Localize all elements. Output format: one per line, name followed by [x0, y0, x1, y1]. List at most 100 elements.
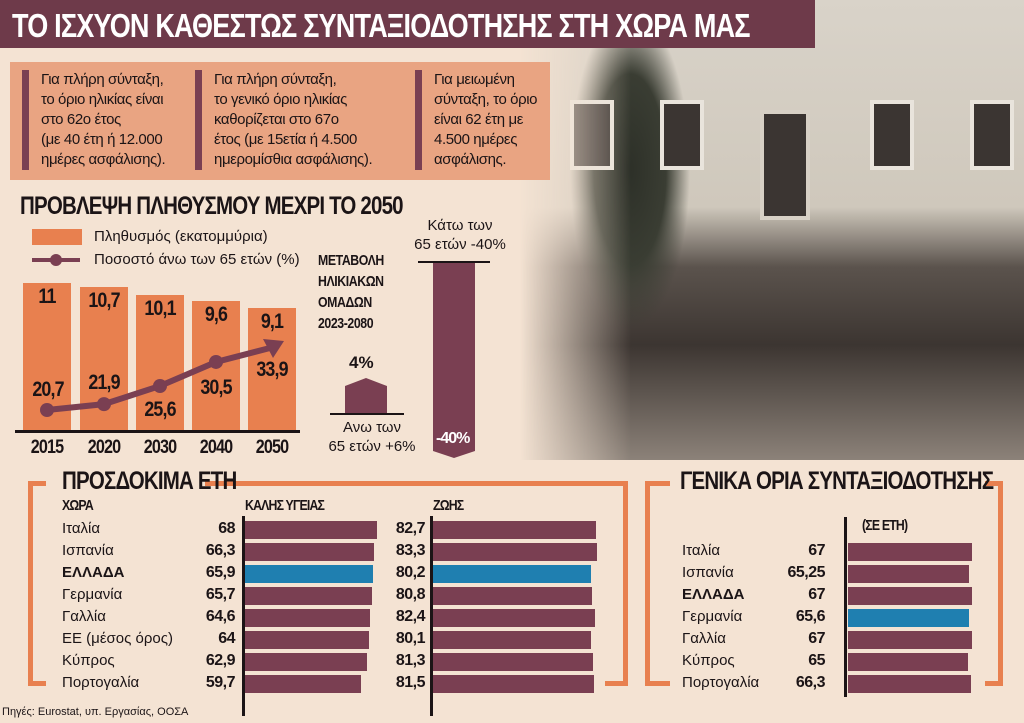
life-value: 82,4 — [395, 608, 426, 625]
over65-value: 30,5 — [200, 376, 232, 399]
note-full-pension-62: Για πλήρη σύνταξη, το όριο ηλικίας είναι σ… — [22, 70, 166, 170]
legend-line-marker-icon — [32, 254, 80, 266]
under65-value-label: -40% — [436, 430, 470, 447]
over65-label: Ανω των 65 ετών +6% — [322, 418, 422, 456]
arrow-head-icon — [263, 339, 284, 358]
bracket — [645, 481, 670, 486]
over65-value: 20,7 — [32, 378, 64, 401]
life-bar — [433, 565, 591, 583]
life-expectancy-title: ΠΡΟΣΔΟΚΙΜΑ ΕΤΗ — [62, 467, 237, 495]
note-line: σύνταξη, το όριο — [434, 91, 538, 108]
life-value: 81,3 — [395, 652, 426, 669]
bracket — [605, 681, 628, 686]
retirement-value: 67 — [808, 542, 825, 559]
country-label: Ιταλία — [682, 542, 721, 559]
healthy-bar — [245, 609, 371, 627]
country-label: ΕΛΛΑΔΑ — [62, 564, 125, 581]
col-healthy: ΚΑΛΗΣ ΥΓΕΙΑΣ — [245, 497, 325, 514]
title-line: ΜΕΤΑΒΟΛΗ — [318, 252, 384, 269]
population-bar — [136, 294, 184, 430]
population-value: 9,6 — [204, 303, 228, 327]
over65-value-label: 4% — [349, 353, 374, 372]
note-line: (με 40 έτη ή 12.000 — [41, 131, 163, 148]
country-label: Γερμανία — [682, 608, 743, 625]
population-chart-title: ΠΡΟΒΛΕΨΗ ΠΛΗΘΥΣΜΟΥ ΜΕΧΡΙ ΤΟ 2050 — [20, 192, 404, 220]
healthy-bar — [245, 565, 373, 583]
life-value: 82,7 — [395, 520, 426, 537]
healthy-value: 65,7 — [205, 586, 236, 603]
note-line: 4.500 ημέρες — [434, 131, 518, 148]
bracket — [998, 481, 1003, 686]
bracket — [985, 481, 1003, 486]
healthy-bar — [245, 543, 374, 561]
note-line: ασφάλισης. — [434, 151, 507, 168]
life-bar — [433, 521, 596, 539]
life-bar — [433, 631, 591, 649]
year-label: 2020 — [87, 437, 121, 458]
healthy-value: 59,7 — [205, 674, 236, 691]
protest-photo — [520, 0, 1024, 460]
life-bar — [433, 609, 596, 627]
title-line: ΟΜΑΔΩΝ — [318, 294, 372, 311]
note-reduced-pension: Για μειωμένη σύνταξη, το όριο είναι 62 έτη… — [415, 70, 538, 170]
note-line: ημερομίσθια ασφάλισης). — [214, 151, 373, 168]
over65-line — [40, 339, 284, 417]
over65-value: 25,6 — [144, 398, 176, 421]
note-line: καθορίζεται στο 67ο — [214, 111, 339, 128]
bracket — [28, 481, 33, 686]
bracket — [985, 681, 1003, 686]
over65-point — [40, 403, 54, 417]
label-line: Ανω των — [342, 419, 402, 436]
retirement-value: 65,6 — [795, 608, 826, 625]
healthy-bar — [245, 587, 373, 605]
life-bar — [433, 653, 594, 671]
population-value: 11 — [38, 284, 56, 308]
under65-label: Κάτω των 65 ετών -40% — [410, 216, 510, 254]
note-line: στο 62ο έτος — [41, 111, 121, 128]
life-bar — [433, 587, 593, 605]
over65-bar — [345, 378, 387, 414]
bracket — [205, 481, 628, 486]
life-axis — [430, 516, 433, 716]
country-label: Πορτογαλία — [62, 674, 140, 691]
retirement-value: 67 — [808, 630, 825, 647]
life-value: 80,2 — [395, 564, 426, 581]
population-value: 10,1 — [144, 296, 176, 320]
healthy-axis — [242, 516, 245, 716]
population-value: 9,1 — [260, 310, 284, 334]
note-line: το γενικό όριο ηλικίας — [214, 91, 347, 108]
legend-over65: Ποσοστό άνω των 65 ετών (%) — [94, 251, 300, 268]
col-life: ΖΩΗΣ — [433, 497, 464, 514]
healthy-value: 64 — [218, 630, 235, 647]
label-line: 65 ετών +6% — [328, 438, 416, 455]
note-line: είναι 62 έτη με — [434, 111, 523, 128]
note-line: Για πλήρη σύνταξη, — [214, 71, 337, 88]
under65-bar — [433, 263, 475, 458]
over65-value: 33,9 — [256, 358, 288, 381]
life-value: 81,5 — [395, 674, 426, 691]
note-line: το όριο ηλικίας είναι — [41, 91, 164, 108]
label-line: Κάτω των — [427, 217, 493, 234]
country-label: Ιταλία — [62, 520, 101, 537]
healthy-bar — [245, 653, 368, 671]
note-line: έτος (με 15ετία ή 4.500 — [214, 131, 357, 148]
country-label: Πορτογαλία — [682, 674, 760, 691]
bracket — [645, 481, 650, 686]
country-label: Γερμανία — [62, 586, 123, 603]
title-line: ΗΛΙΚΙΑΚΩΝ — [318, 273, 384, 290]
note-full-pension-67: Για πλήρη σύνταξη, το γενικό όριο ηλικίας… — [195, 70, 373, 170]
year-label: 2040 — [199, 437, 233, 458]
retirement-bar — [848, 653, 969, 671]
retirement-value: 66,3 — [795, 674, 826, 691]
year-label: 2015 — [30, 437, 64, 458]
under65-baseline — [418, 261, 490, 263]
retirement-unit: (ΣΕ ΕΤΗ) — [862, 517, 908, 534]
population-value: 10,7 — [88, 288, 120, 312]
healthy-value: 62,9 — [205, 652, 236, 669]
over65-point — [97, 397, 111, 412]
country-label: Ισπανία — [682, 564, 734, 581]
year-label: 2030 — [143, 437, 177, 458]
life-value: 83,3 — [395, 542, 426, 559]
over65-value: 21,9 — [88, 371, 120, 394]
col-country: ΧΩΡΑ — [62, 497, 94, 514]
